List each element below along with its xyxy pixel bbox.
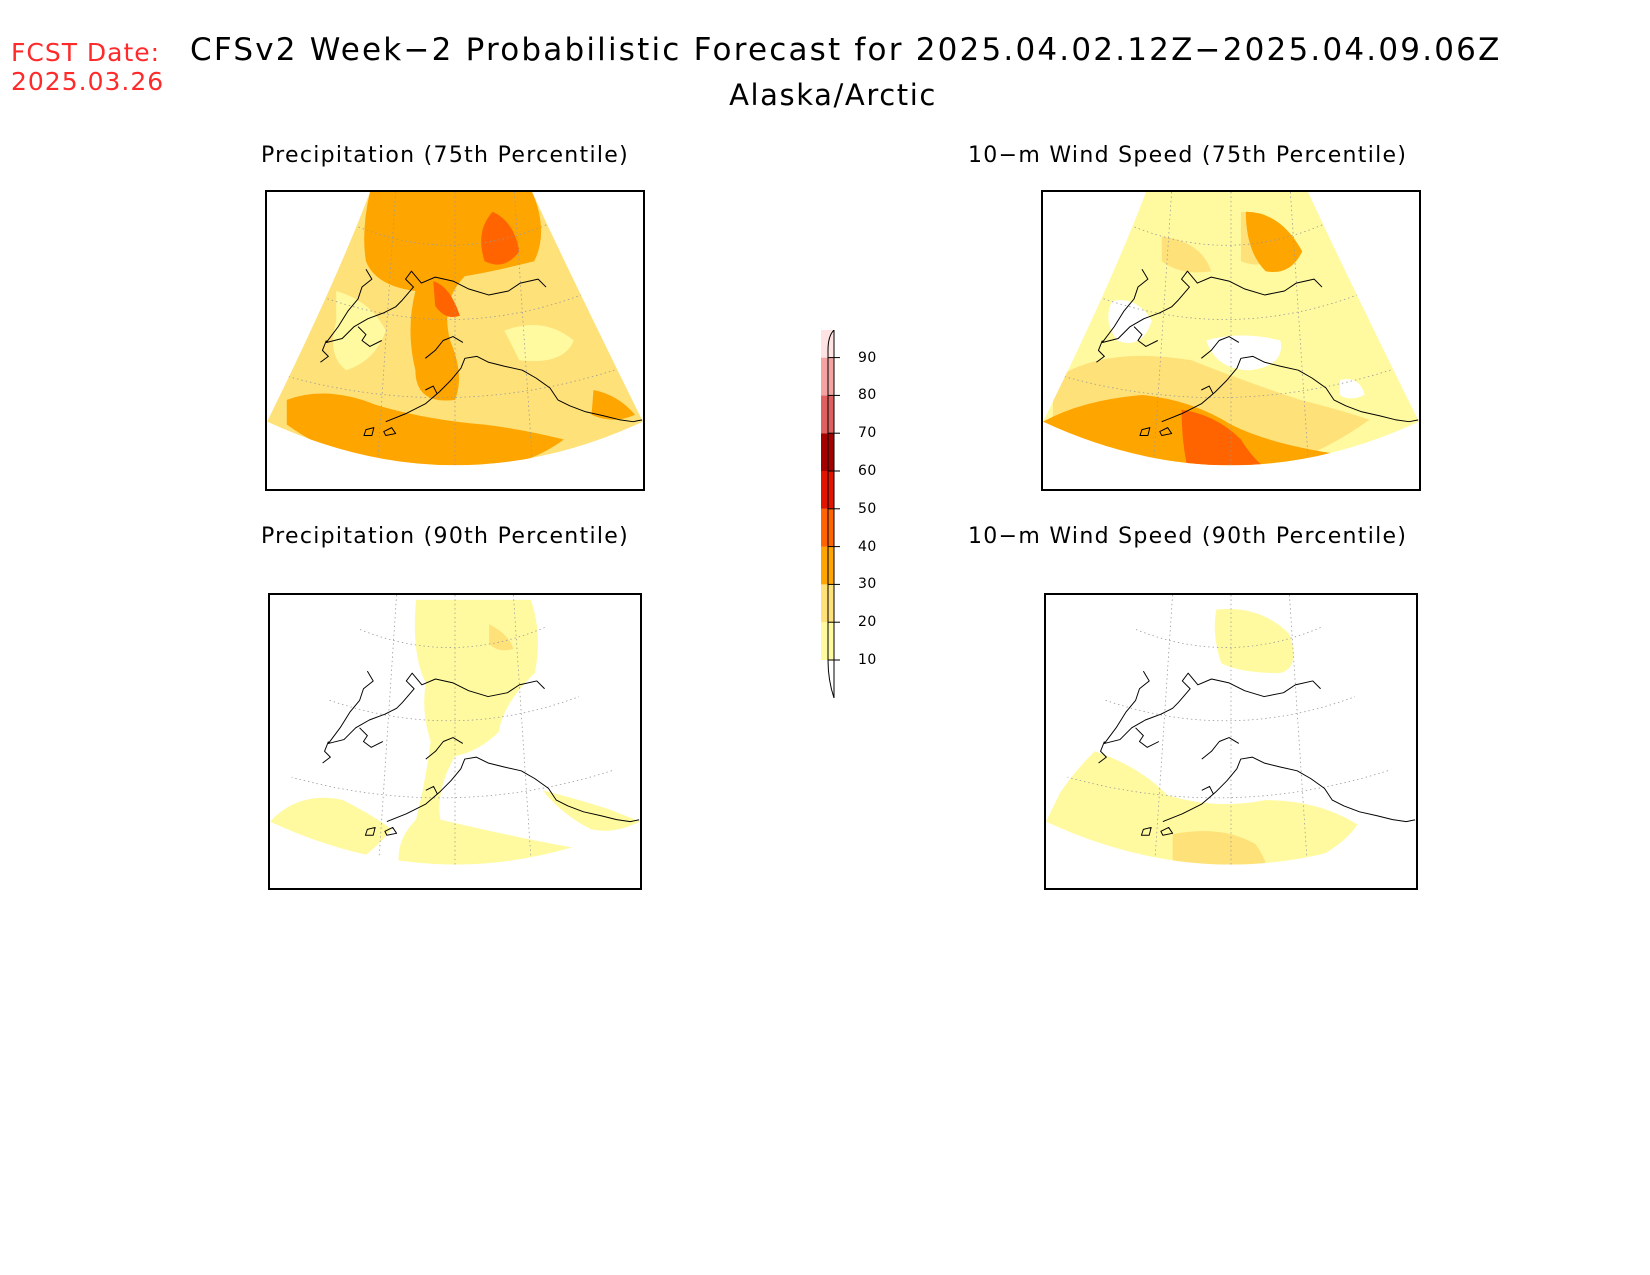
map-fill-group [1043, 192, 1419, 466]
map-panel-precip-75 [265, 190, 645, 491]
map-fill-group [270, 595, 640, 865]
panel-title-wind-75: 10−m Wind Speed (75th Percentile) [968, 143, 1408, 168]
graticule-line [270, 760, 640, 799]
probability-region-40 [1181, 409, 1281, 466]
colorbar-label-30: 30 [858, 576, 877, 593]
probability-region-0 [1108, 300, 1152, 343]
graticule-line [308, 687, 602, 722]
coastline [1096, 268, 1419, 437]
colorbar-segment-90 [821, 330, 834, 358]
colorbar-label-70: 70 [858, 425, 877, 442]
colorbar [821, 330, 840, 699]
probability-region-10 [398, 599, 582, 865]
probability-region-30 [1245, 211, 1303, 273]
map-svg-wind-90 [1046, 595, 1416, 865]
graticule-line [1084, 687, 1378, 722]
colorbar-label-10: 10 [858, 652, 877, 668]
graticule-line [1123, 619, 1339, 648]
colorbar-label-60: 60 [858, 463, 877, 479]
graticule-line [1046, 760, 1416, 799]
map-svg-wind-75 [1043, 192, 1419, 466]
probability-region-20 [267, 192, 643, 466]
probability-region-10 [504, 325, 574, 362]
panel-title-precip-75: Precipitation (75th Percentile) [260, 143, 630, 168]
colorbar-label-80: 80 [858, 387, 877, 404]
graticule-line [513, 595, 534, 865]
probability-region-20 [1161, 236, 1212, 273]
coastline [320, 268, 643, 437]
main-title: CFSv2 Week−2 Probabilistic Forecast for … [190, 32, 1502, 68]
probability-region-30 [591, 390, 636, 420]
graticule-line [1289, 192, 1311, 466]
forecast-date-label: FCST Date: [11, 38, 161, 67]
probability-region-20 [1172, 831, 1270, 865]
graticule-line [1121, 216, 1341, 246]
probability-region-20 [489, 624, 514, 651]
graticule-line [376, 595, 397, 865]
map-svg-precip-75 [267, 192, 643, 466]
probability-region-0 [1339, 379, 1365, 399]
probability-region-10 [1214, 608, 1294, 674]
graticule-line [347, 619, 563, 648]
graticule-line [1152, 595, 1173, 865]
map-svg-precip-90 [270, 595, 640, 865]
graticule-line [306, 285, 604, 320]
probability-region-10 [1046, 751, 1358, 865]
map-panel-wind-90 [1044, 593, 1418, 890]
panel-title-precip-90: Precipitation (90th Percentile) [260, 524, 630, 549]
graticule-line [1151, 192, 1173, 466]
colorbar-label-40: 40 [858, 538, 877, 555]
graticule-line [345, 216, 565, 246]
panel-title-wind-90: 10−m Wind Speed (90th Percentile) [968, 524, 1408, 549]
forecast-date-block: FCST Date: 2025.03.26 [11, 38, 164, 96]
map-fill-group [267, 192, 643, 466]
map-panel-precip-90 [268, 593, 642, 890]
graticule-line [1289, 595, 1310, 865]
probability-region-10 [270, 797, 392, 865]
graticule-line [1043, 359, 1419, 398]
probability-region-40 [481, 211, 520, 265]
colorbar-label-90: 90 [858, 349, 877, 366]
coastline [322, 670, 640, 836]
region-subtitle: Alaska/Arctic [729, 78, 937, 112]
coastline [1098, 670, 1416, 836]
probability-region-40 [433, 281, 460, 317]
map-panel-wind-75 [1041, 190, 1421, 491]
graticule-line [513, 192, 535, 466]
probability-region-10 [332, 291, 386, 371]
graticule-line [1082, 285, 1380, 320]
graticule-line [267, 359, 643, 398]
colorbar-label-20: 20 [858, 614, 877, 631]
colorbar-outline [827, 330, 835, 699]
colorbar-label-50: 50 [858, 500, 877, 517]
probability-region-10 [542, 790, 640, 831]
graticule-line [375, 192, 397, 466]
map-fill-group [1046, 595, 1416, 865]
forecast-date-value: 2025.03.26 [11, 67, 165, 96]
